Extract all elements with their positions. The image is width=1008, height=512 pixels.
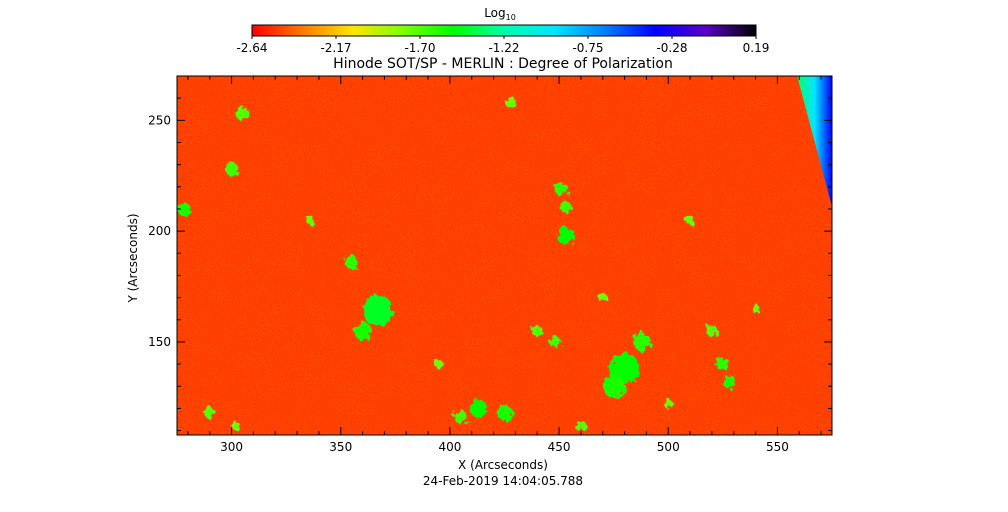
x-tick-label: 500 (657, 440, 680, 454)
polarization-features (177, 97, 760, 432)
polarization-feature (235, 107, 250, 121)
polarization-feature (505, 97, 517, 109)
polarization-feature (722, 375, 736, 389)
polarization-feature (225, 162, 239, 176)
x-tick-label: 400 (438, 440, 461, 454)
polarization-feature (554, 182, 568, 196)
colorbar-tick-label: -2.17 (320, 41, 351, 55)
polarization-feature (345, 255, 359, 269)
polarization-feature (598, 293, 608, 303)
timestamp: 24-Feb-2019 14:04:05.788 (423, 474, 583, 488)
plot-frame (176, 75, 833, 436)
x-tick-label: 300 (220, 440, 243, 454)
polarization-feature (531, 325, 543, 337)
y-axis-ticks: 150 200 250 (148, 75, 832, 432)
x-axis-ticks: 300 350 400 450 500 550 (187, 76, 822, 454)
polarization-feature (177, 202, 191, 216)
polarization-feature (685, 215, 695, 225)
polarization-feature (560, 201, 572, 213)
polarization-feature (305, 215, 315, 225)
polarization-feature (556, 226, 575, 245)
colorbar: Log10 -2.64 -2.17 -1.70 -1.22 -0.75 -0.28 0.19 (236, 6, 769, 55)
plot-area: 300 350 400 450 500 550 150 200 250 (148, 75, 833, 454)
polarization-feature (602, 375, 625, 398)
polarization-feature (575, 420, 587, 432)
colorbar-label-base: Log (484, 6, 505, 20)
y-axis-label: Y (Arcseconds) (126, 213, 140, 303)
polarization-feature (362, 295, 394, 327)
colorbar-tick-label: -1.22 (488, 41, 519, 55)
polarization-feature (204, 407, 216, 419)
y-tick-label: 250 (148, 113, 171, 127)
edge-feature (797, 76, 832, 207)
polarization-feature (706, 325, 718, 337)
polarization-feature (231, 421, 241, 431)
colorbar-tick-label: -1.70 (404, 41, 435, 55)
x-tick-label: 450 (548, 440, 571, 454)
y-tick-label: 150 (148, 335, 171, 349)
x-tick-label: 350 (329, 440, 352, 454)
polarization-feature (716, 357, 730, 371)
colorbar-label-subscript: 10 (506, 13, 516, 22)
polarization-feature (454, 410, 468, 424)
colorbar-ticks: -2.64 -2.17 -1.70 -1.22 -0.75 -0.28 0.19 (236, 36, 769, 55)
polarization-feature (496, 405, 513, 421)
polarization-feature (469, 399, 488, 418)
heatmap-texture (177, 76, 832, 435)
colorbar-label: Log10 (484, 6, 516, 22)
polarization-feature (353, 321, 372, 340)
polarization-feature (633, 333, 651, 351)
x-axis-label: X (Arcseconds) (458, 458, 548, 472)
polarization-feature (751, 304, 760, 314)
colorbar-tick-label: -0.75 (572, 41, 603, 55)
chart-title: Hinode SOT/SP - MERLIN : Degree of Polar… (333, 56, 673, 72)
polarization-feature (434, 359, 444, 369)
colorbar-gradient (251, 24, 757, 37)
x-tick-label: 550 (766, 440, 789, 454)
y-tick-label: 200 (148, 224, 171, 238)
colorbar-tick-label: -2.64 (236, 41, 267, 55)
colorbar-tick-label: -0.28 (656, 41, 687, 55)
polarization-feature (663, 399, 673, 409)
colorbar-tick-label: 0.19 (743, 41, 770, 55)
polarization-feature (549, 336, 561, 348)
